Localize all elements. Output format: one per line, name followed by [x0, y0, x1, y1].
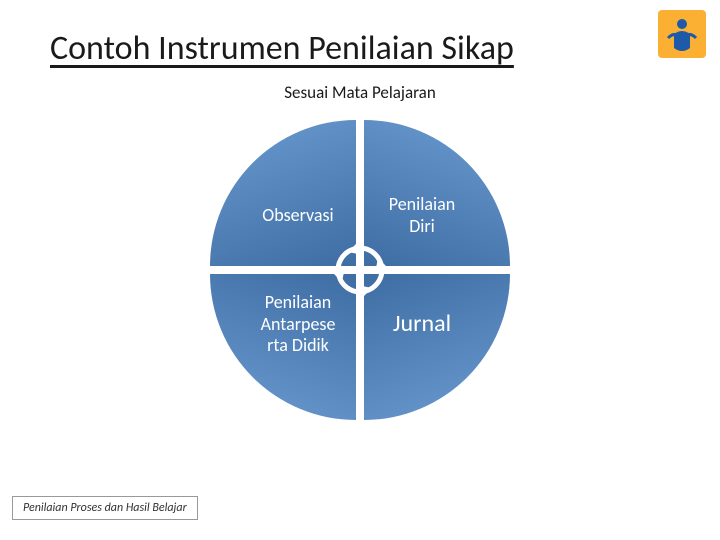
page-title: Contoh Instrumen Penilaian Sikap — [50, 28, 514, 69]
page-subtitle: Sesuai Mata Pelajaran — [0, 82, 720, 103]
quadrant-diagram: Observasi Penilaian Diri Penilaian Antar… — [210, 120, 510, 420]
quadrant-label: Observasi — [262, 205, 333, 227]
quadrant-label: Jurnal — [393, 310, 451, 339]
footer-caption: Penilaian Proses dan Hasil Belajar — [12, 496, 198, 520]
cycle-arrows-icon — [328, 238, 392, 302]
quadrant-label: Penilaian Diri — [374, 194, 470, 237]
curriculum-logo-icon — [654, 6, 710, 62]
